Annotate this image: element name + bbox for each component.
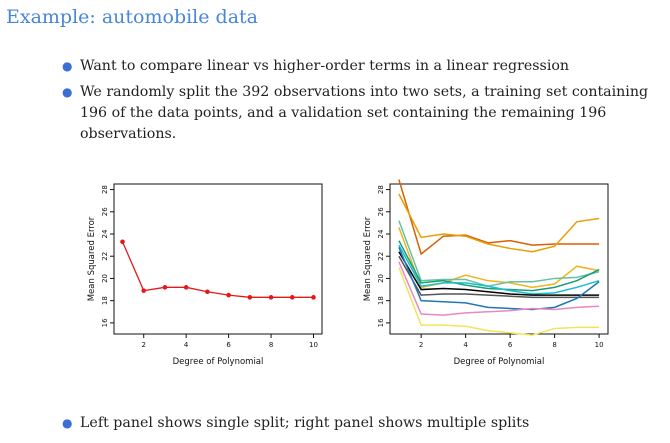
series-line bbox=[398, 244, 600, 295]
series-line bbox=[398, 261, 600, 316]
bullet-dot-icon: ● bbox=[62, 416, 73, 430]
x-axis-label: Degree of Polynomial bbox=[454, 357, 545, 367]
series-line bbox=[121, 241, 314, 298]
x-tick-label: 4 bbox=[463, 341, 468, 349]
series-line bbox=[398, 193, 600, 253]
x-tick-label: 4 bbox=[184, 341, 189, 349]
data-point bbox=[268, 295, 274, 300]
bullet-item: ● We randomly split the 392 observations… bbox=[62, 82, 652, 145]
y-tick-label: 16 bbox=[101, 318, 109, 327]
x-tick-label: 8 bbox=[552, 341, 556, 349]
y-axis-label: Mean Squared Error bbox=[363, 216, 373, 301]
x-tick-label: 6 bbox=[226, 341, 231, 349]
series-line bbox=[398, 255, 600, 299]
data-point bbox=[311, 295, 316, 300]
bullet-dot-icon: ● bbox=[62, 85, 73, 99]
slide-title: Example: automobile data bbox=[6, 6, 259, 28]
data-point bbox=[247, 295, 253, 300]
bullet-dot-icon: ● bbox=[62, 59, 73, 73]
series-line bbox=[398, 247, 600, 311]
y-tick-label: 18 bbox=[101, 296, 109, 305]
series-line bbox=[398, 220, 600, 287]
y-tick-label: 26 bbox=[101, 207, 109, 216]
series-line bbox=[398, 267, 600, 336]
x-tick-label: 8 bbox=[269, 341, 273, 349]
data-point bbox=[205, 289, 210, 295]
y-tick-label: 24 bbox=[377, 229, 385, 238]
data-point bbox=[120, 239, 125, 245]
data-point bbox=[141, 288, 147, 293]
y-tick-label: 22 bbox=[377, 252, 385, 261]
x-tick-label: 10 bbox=[595, 341, 604, 349]
y-tick-label: 16 bbox=[377, 318, 385, 327]
y-tick-label: 28 bbox=[377, 185, 385, 194]
series-line bbox=[398, 251, 600, 296]
y-tick-label: 22 bbox=[101, 252, 109, 261]
data-point bbox=[183, 285, 189, 290]
y-tick-label: 20 bbox=[377, 274, 385, 283]
x-tick-label: 6 bbox=[508, 341, 513, 349]
bullet-text: Want to compare linear vs higher-order t… bbox=[80, 58, 570, 74]
plot-frame bbox=[389, 183, 609, 335]
y-axis-label: Mean Squared Error bbox=[87, 216, 97, 301]
data-point bbox=[289, 295, 295, 300]
y-tick-label: 18 bbox=[377, 296, 385, 305]
data-point bbox=[162, 285, 168, 290]
y-tick-label: 20 bbox=[101, 274, 109, 283]
bullet-text: We randomly split the 392 observations i… bbox=[80, 84, 649, 142]
bullet-item: ● Want to compare linear vs higher-order… bbox=[62, 56, 652, 77]
data-point bbox=[226, 292, 231, 298]
bottom-bullet-list: ● Left panel shows single split; right p… bbox=[62, 413, 652, 439]
bullet-list: ● Want to compare linear vs higher-order… bbox=[62, 56, 652, 150]
y-tick-label: 26 bbox=[377, 207, 385, 216]
x-tick-label: 2 bbox=[141, 341, 145, 349]
y-tick-label: 28 bbox=[101, 185, 109, 194]
bullet-text: Left panel shows single split; right pan… bbox=[80, 415, 530, 431]
x-axis-label: Degree of Polynomial bbox=[173, 357, 264, 367]
bullet-item: ● Left panel shows single split; right p… bbox=[62, 413, 652, 434]
y-tick-label: 24 bbox=[101, 229, 109, 238]
x-tick-label: 10 bbox=[309, 341, 318, 349]
plot-frame bbox=[113, 183, 323, 335]
x-tick-label: 2 bbox=[419, 341, 423, 349]
series-line bbox=[398, 179, 600, 256]
